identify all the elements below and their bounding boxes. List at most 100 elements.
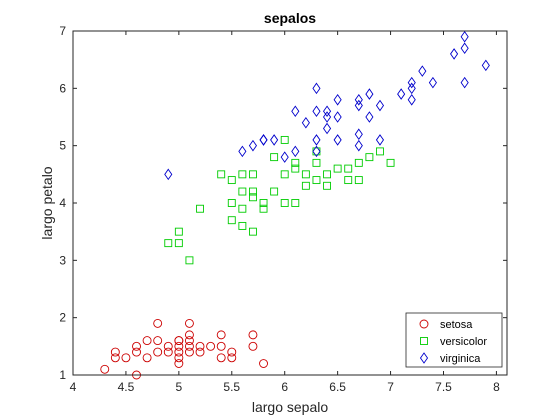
setosa-point [110,347,120,357]
virginica-point [407,76,416,89]
setosa-point [121,353,131,363]
y-tick-label: 6 [59,81,66,95]
virginica-point [280,151,289,163]
virginica-point [291,145,300,158]
virginica-point [418,65,427,77]
setosa-point [227,347,237,357]
versicolor-point [249,193,257,202]
setosa-point [248,330,258,340]
virginica-point [259,134,268,146]
setosa-point [259,359,268,368]
setosa-point [153,336,163,346]
versicolor-point [238,187,247,196]
virginica-point [322,105,332,118]
setosa-point [174,359,184,368]
setosa-point [206,341,216,351]
virginica-point [354,99,363,112]
setosa-point [174,347,184,357]
virginica-point [312,134,321,146]
versicolor-point [217,170,226,179]
virginica-point [270,134,279,146]
versicolor-point [280,199,289,207]
virginica-point [354,94,363,106]
legend-box [405,312,503,368]
virginica-point [407,82,416,95]
setosa-point [132,347,141,357]
virginica-point [164,168,173,181]
virginica-point [238,145,247,158]
setosa-point [184,330,194,340]
virginica-point [354,139,363,152]
versicolor-point [386,158,395,167]
legend: setosa versicolor virginica [405,312,503,368]
versicolor-point [249,187,257,196]
versicolor-point [323,170,331,179]
setosa-point [174,341,184,351]
virginica-point [301,116,310,129]
versicolor-point [238,221,247,230]
virginica-point [428,76,437,89]
y-tick-label: 1 [59,368,66,382]
versicolor-point [227,176,236,185]
x-tick-label: 6 [281,380,288,394]
virginica-point [333,111,342,123]
setosa-point [184,336,194,346]
versicolor-point [249,227,257,236]
setosa-point [184,341,194,351]
virginica-point [397,88,406,100]
versicolor-point [333,164,342,173]
versicolor-point [365,153,374,162]
versicolor-point [323,181,331,190]
setosa-point [216,353,226,363]
legend-marker-versicolor [420,337,428,345]
setosa-point [216,330,226,340]
setosa-point [195,341,205,351]
virginica-point [460,30,469,43]
versicolor-point [344,176,353,185]
versicolor-point [301,181,310,190]
chart-title: sepalos [264,10,316,26]
virginica-point [481,59,490,72]
setosa-point [248,341,258,351]
versicolor-point [196,204,204,213]
legend-label-setosa: setosa [440,319,473,331]
versicolor-point [354,176,363,185]
setosa-point [174,353,184,363]
versicolor-point [376,147,384,156]
virginica-point [460,76,469,89]
versicolor-point [291,158,300,167]
versicolor-point [291,199,300,207]
versicolor-point [301,170,310,179]
versicolor-point [227,199,236,207]
virginica-point [460,42,469,54]
versicolor-point [344,164,353,173]
x-tick-label: 7.5 [435,380,452,394]
x-tick-label: 7 [387,380,394,394]
versicolor-point [164,239,173,248]
versicolor-point [312,158,321,167]
setosa-point [142,336,152,346]
virginica-point [375,99,385,112]
setosa-point [184,318,194,328]
x-axis-label: largo sepalo [252,399,328,415]
virginica-point [354,128,363,140]
versicolor-point [259,204,268,213]
setosa-point [163,341,173,351]
setosa-point [110,353,120,363]
y-axis-label: largo petalo [39,166,55,239]
y-tick-label: 5 [59,139,66,153]
virginica-point [365,111,374,123]
versicolor-point [185,256,194,265]
x-tick-label: 8 [493,380,500,394]
legend-marker-setosa [419,319,429,329]
virginica-point [322,122,332,135]
y-tick-label: 7 [59,24,66,38]
versicolor-point [238,170,247,179]
versicolor-point [227,216,236,225]
setosa-point [153,347,163,357]
setosa-point [100,364,110,374]
virginica-point [333,94,342,106]
legend-label-virginica: virginica [440,353,481,365]
virginica-point [312,82,321,95]
virginica-point [322,111,332,123]
